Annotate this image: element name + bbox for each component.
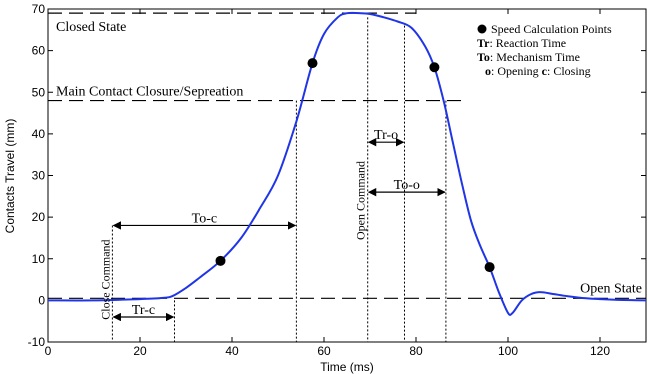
legend-abbr: o — [485, 64, 491, 78]
legend-desc: : Reaction Time — [489, 36, 566, 50]
main-contact-label: Main Contact Closure/Sepreation — [56, 85, 243, 100]
command-label: Close Command — [98, 239, 112, 319]
legend-abbr: c — [542, 64, 548, 78]
y-tick-label: 70 — [32, 2, 46, 16]
x-tick-label: 100 — [498, 344, 518, 358]
legend-line: o: Opening c: Closing — [485, 64, 591, 78]
legend-desc: : Opening — [491, 64, 542, 78]
legend-desc: : Closing — [547, 64, 591, 78]
legend-marker-label: Speed Calculation Points — [491, 22, 612, 36]
y-tick-label: 40 — [32, 127, 46, 141]
y-tick-label: 20 — [32, 210, 46, 224]
closed-state-label: Closed State — [56, 20, 126, 35]
travel-curve — [47, 11, 647, 316]
legend-line: To: Mechanism Time — [477, 50, 580, 64]
speed-calculation-point — [215, 255, 226, 266]
x-axis-title: Time (ms) — [320, 360, 374, 374]
x-tick-label: 120 — [590, 344, 610, 358]
interval-label: Tr-c — [132, 303, 155, 318]
legend-desc: : Mechanism Time — [490, 50, 580, 64]
y-tick-label: 50 — [32, 85, 46, 99]
x-tick-label: 0 — [45, 344, 52, 358]
legend-abbr: Tr — [477, 36, 490, 50]
legend-line: Tr: Reaction Time — [477, 36, 566, 50]
speed-calculation-point — [429, 62, 440, 73]
legend-abbr: To — [477, 50, 490, 64]
interval-label: To-c — [192, 211, 217, 226]
command-label: Open Command — [354, 161, 368, 240]
y-tick-label: 0 — [38, 293, 45, 307]
x-tick-label: 60 — [317, 344, 331, 358]
y-tick-label: -10 — [28, 335, 46, 349]
y-tick-label: 60 — [32, 44, 46, 58]
legend-marker — [477, 24, 487, 34]
y-tick-label: 30 — [32, 169, 46, 183]
x-tick-label: 20 — [133, 344, 147, 358]
open-state-label: Open State — [580, 281, 642, 296]
speed-calculation-point — [307, 58, 318, 69]
x-tick-label: 80 — [409, 344, 423, 358]
interval-label: To-o — [394, 178, 420, 193]
x-tick-label: 40 — [225, 344, 239, 358]
speed-calculation-point — [484, 262, 495, 273]
y-tick-label: 10 — [32, 252, 46, 266]
interval-label: Tr-o — [374, 128, 398, 143]
y-axis-title: Contacts Travel (mm) — [3, 119, 17, 234]
